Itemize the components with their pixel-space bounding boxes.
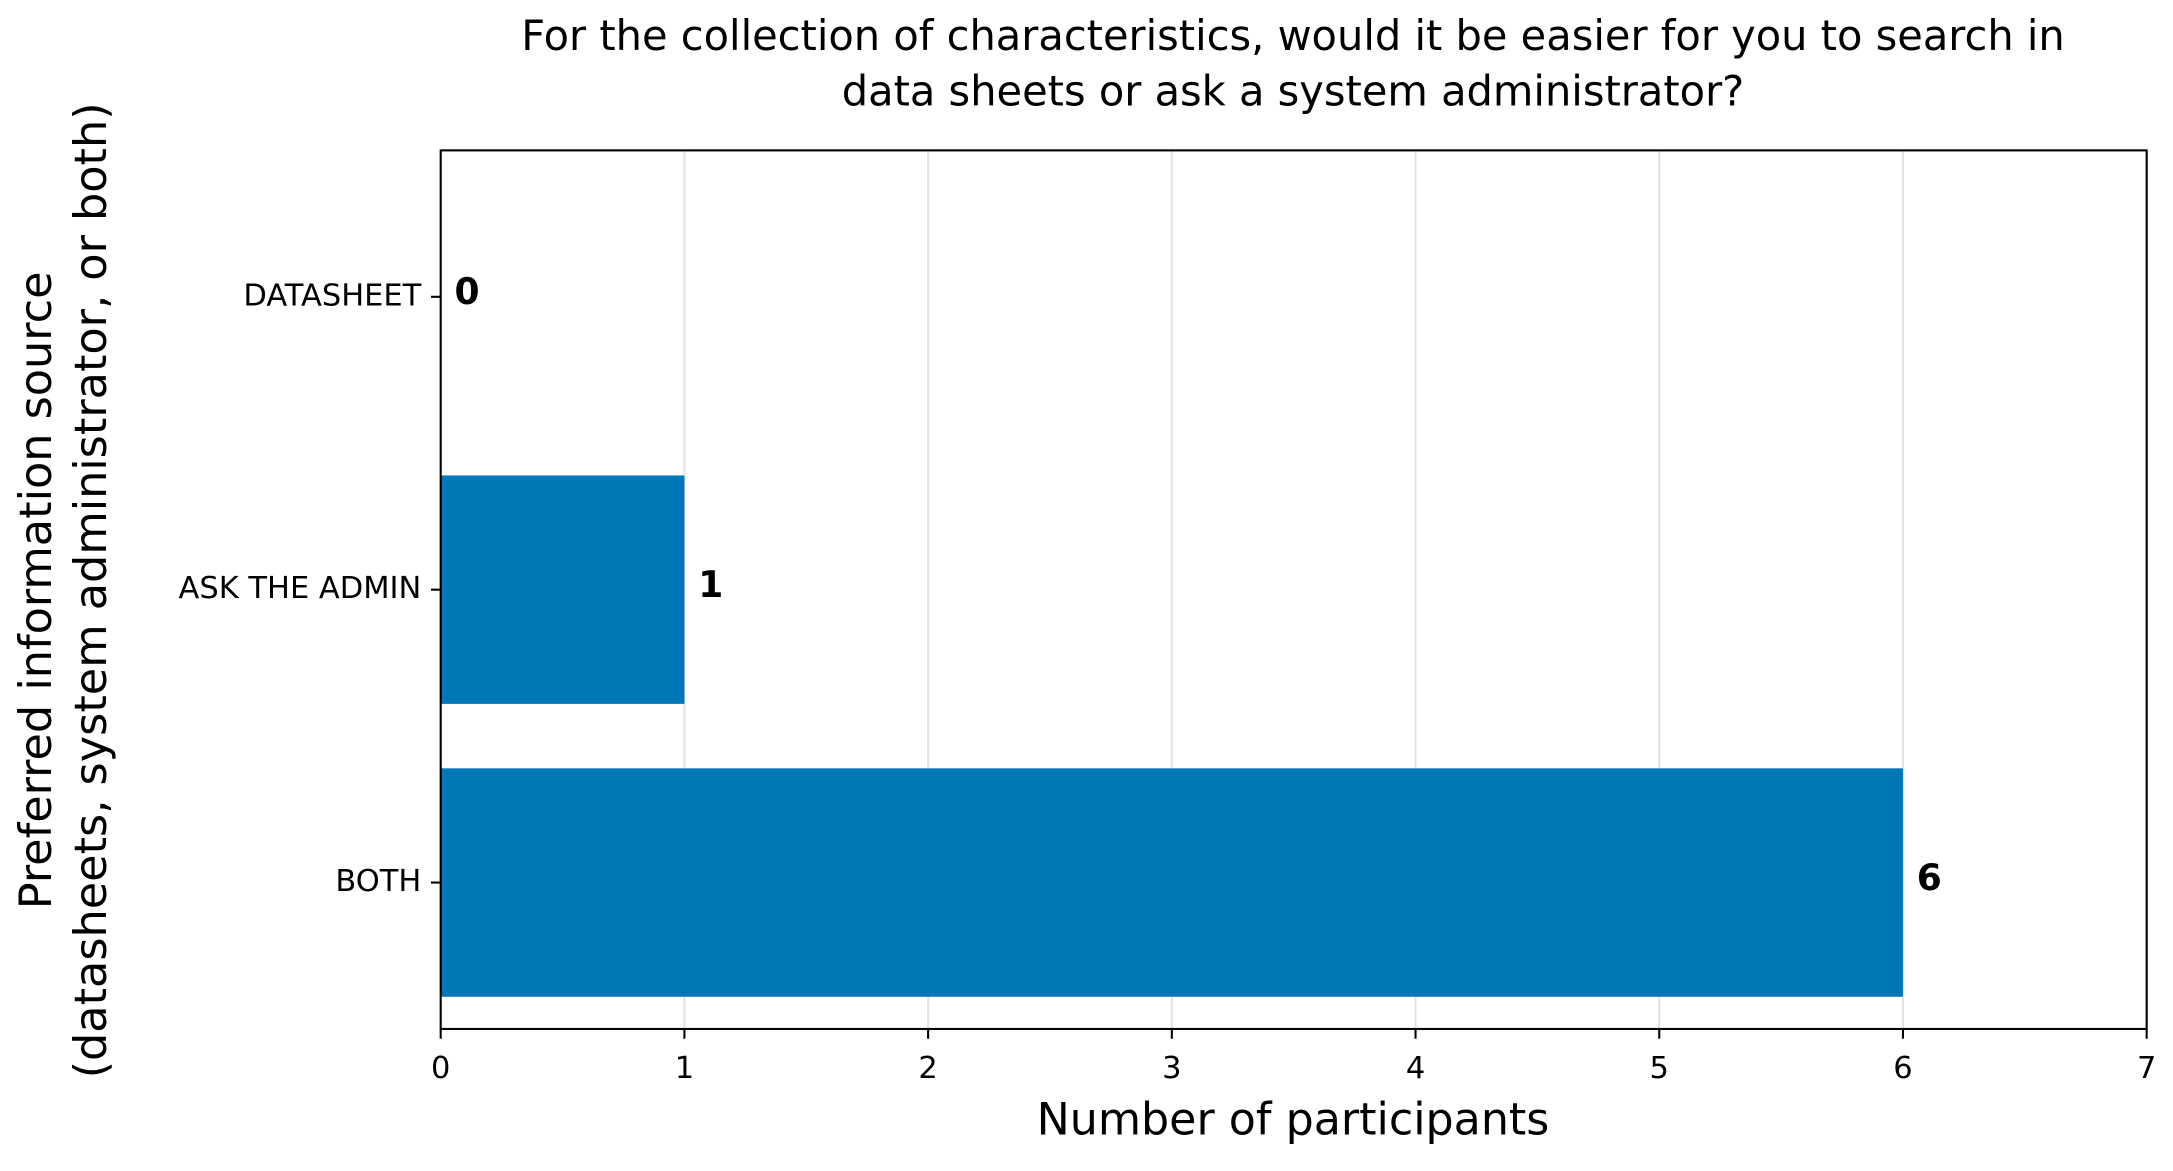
chart-title: data sheets or ask a system administrato… — [842, 67, 1744, 116]
x-axis-title: Number of participants — [1037, 1094, 1550, 1145]
x-tick-label: 6 — [1893, 1051, 1912, 1086]
y-tick-label: ASK THE ADMIN — [179, 571, 422, 606]
chart-title: For the collection of characteristics, w… — [521, 11, 2065, 60]
bar — [440, 768, 1903, 997]
x-tick-label: 0 — [431, 1051, 450, 1086]
x-tick-label: 7 — [2137, 1051, 2156, 1086]
value-label: 0 — [455, 270, 480, 313]
value-label: 1 — [698, 563, 723, 606]
y-axis-title: (datasheets, system administrator, or bo… — [66, 102, 117, 1078]
y-axis-title: Preferred information source — [11, 271, 62, 909]
x-tick-label: 2 — [918, 1051, 937, 1086]
x-tick-label: 5 — [1650, 1051, 1669, 1086]
x-tick-label: 4 — [1406, 1051, 1425, 1086]
value-label: 6 — [1917, 856, 1942, 899]
x-tick-label: 3 — [1162, 1051, 1181, 1086]
plot-frame — [439, 149, 2148, 1031]
y-tick-label: BOTH — [335, 864, 421, 899]
x-tick-label: 1 — [675, 1051, 694, 1086]
bar — [440, 475, 685, 704]
y-tick-label: DATASHEET — [243, 278, 421, 313]
